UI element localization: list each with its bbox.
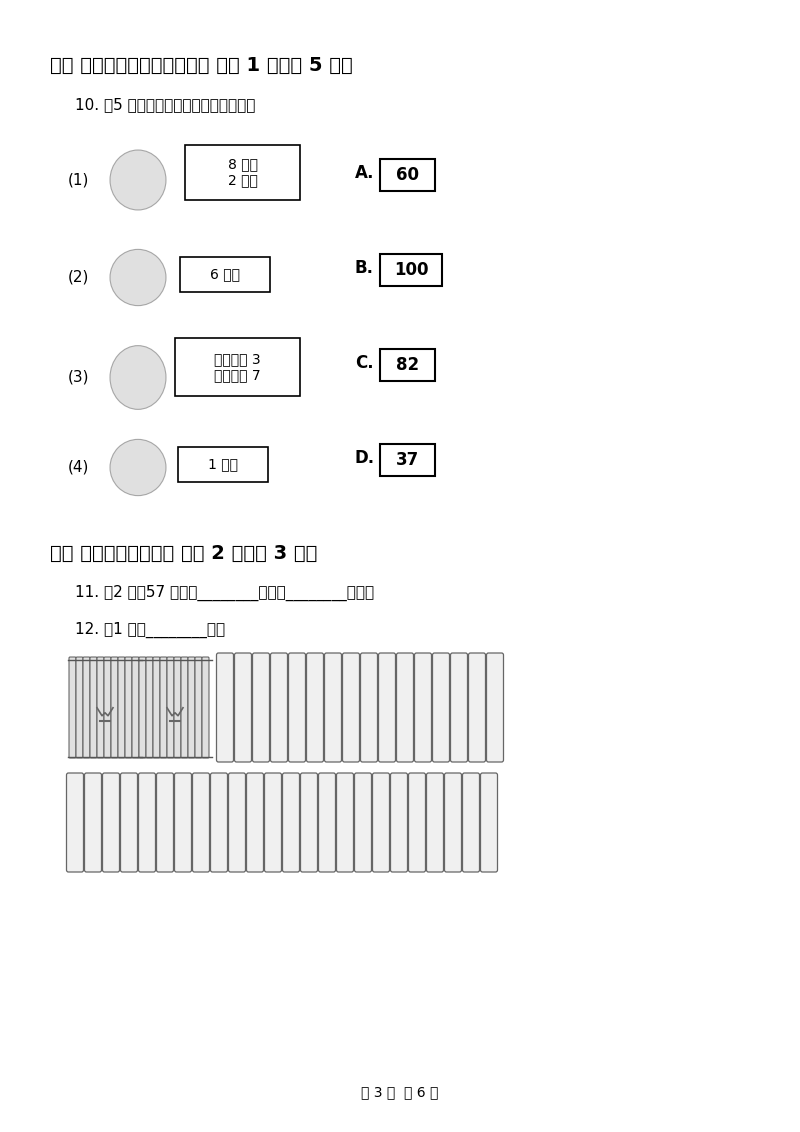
FancyBboxPatch shape (390, 773, 407, 872)
FancyBboxPatch shape (193, 773, 210, 872)
Ellipse shape (110, 151, 166, 211)
FancyBboxPatch shape (202, 657, 209, 758)
FancyBboxPatch shape (246, 773, 263, 872)
FancyBboxPatch shape (118, 657, 125, 758)
FancyBboxPatch shape (301, 773, 318, 872)
FancyBboxPatch shape (132, 657, 139, 758)
FancyBboxPatch shape (195, 657, 202, 758)
Text: 六、 想一想，猜一猜。 （共 2 题；共 3 分）: 六、 想一想，猜一猜。 （共 2 题；共 3 分） (50, 543, 318, 563)
Text: 100: 100 (394, 261, 428, 278)
FancyBboxPatch shape (445, 773, 462, 872)
FancyBboxPatch shape (337, 773, 354, 872)
Bar (180, 257, 270, 292)
Text: 60: 60 (396, 166, 419, 185)
FancyBboxPatch shape (76, 657, 83, 758)
FancyBboxPatch shape (66, 773, 83, 872)
FancyBboxPatch shape (111, 657, 118, 758)
Text: (2): (2) (68, 269, 90, 284)
Bar (380, 254, 442, 286)
FancyBboxPatch shape (217, 653, 234, 762)
FancyBboxPatch shape (409, 773, 426, 872)
FancyBboxPatch shape (253, 653, 270, 762)
Text: 6 个十: 6 个十 (210, 267, 240, 282)
Text: 8 个十
2 个一: 8 个十 2 个一 (227, 157, 258, 188)
FancyBboxPatch shape (469, 653, 486, 762)
FancyBboxPatch shape (160, 657, 167, 758)
FancyBboxPatch shape (174, 657, 181, 758)
FancyBboxPatch shape (361, 653, 378, 762)
FancyBboxPatch shape (138, 773, 155, 872)
FancyBboxPatch shape (462, 773, 479, 872)
FancyBboxPatch shape (97, 657, 104, 758)
FancyBboxPatch shape (121, 773, 138, 872)
FancyBboxPatch shape (270, 653, 287, 762)
FancyBboxPatch shape (378, 653, 395, 762)
Text: 82: 82 (396, 355, 419, 374)
FancyBboxPatch shape (318, 773, 335, 872)
Ellipse shape (110, 345, 166, 410)
FancyBboxPatch shape (342, 653, 359, 762)
Text: 10. （5 分）连一连．帮小动物找号码．: 10. （5 分）连一连．帮小动物找号码． (75, 97, 255, 112)
FancyBboxPatch shape (153, 657, 160, 758)
Text: 1 个百: 1 个百 (208, 457, 238, 472)
FancyBboxPatch shape (426, 773, 443, 872)
FancyBboxPatch shape (433, 653, 450, 762)
FancyBboxPatch shape (104, 657, 111, 758)
Bar (175, 338, 300, 396)
Bar (380, 349, 435, 381)
FancyBboxPatch shape (325, 653, 342, 762)
Text: B.: B. (355, 259, 374, 277)
FancyBboxPatch shape (174, 773, 191, 872)
Bar (178, 447, 268, 482)
FancyBboxPatch shape (90, 657, 97, 758)
FancyBboxPatch shape (188, 657, 195, 758)
FancyBboxPatch shape (146, 657, 153, 758)
Text: 12. （1 分）________根。: 12. （1 分）________根。 (75, 621, 225, 638)
Ellipse shape (110, 249, 166, 306)
FancyBboxPatch shape (125, 657, 132, 758)
Text: 第 3 页  共 6 页: 第 3 页 共 6 页 (362, 1084, 438, 1099)
FancyBboxPatch shape (289, 653, 306, 762)
FancyBboxPatch shape (85, 773, 102, 872)
FancyBboxPatch shape (167, 657, 174, 758)
FancyBboxPatch shape (282, 773, 299, 872)
FancyBboxPatch shape (181, 657, 188, 758)
FancyBboxPatch shape (210, 773, 227, 872)
Bar (380, 158, 435, 191)
Text: 11. （2 分）57 里面有________个十和________个一。: 11. （2 分）57 里面有________个十和________个一。 (75, 585, 374, 601)
FancyBboxPatch shape (397, 653, 414, 762)
Bar (185, 145, 300, 200)
FancyBboxPatch shape (450, 653, 467, 762)
Text: 37: 37 (396, 451, 419, 469)
FancyBboxPatch shape (354, 773, 371, 872)
Text: C.: C. (355, 354, 374, 372)
Text: (3): (3) (68, 369, 90, 385)
Text: 五、 请帮小猴把桃子分一分。 （共 1 题；共 5 分）: 五、 请帮小猴把桃子分一分。 （共 1 题；共 5 分） (50, 55, 353, 75)
Ellipse shape (110, 439, 166, 496)
FancyBboxPatch shape (234, 653, 251, 762)
FancyBboxPatch shape (414, 653, 431, 762)
FancyBboxPatch shape (229, 773, 246, 872)
Text: 十位上是 3
个位上是 7: 十位上是 3 个位上是 7 (214, 352, 261, 383)
FancyBboxPatch shape (139, 657, 146, 758)
FancyBboxPatch shape (102, 773, 119, 872)
FancyBboxPatch shape (265, 773, 282, 872)
FancyBboxPatch shape (83, 657, 90, 758)
FancyBboxPatch shape (157, 773, 174, 872)
Text: A.: A. (355, 164, 374, 182)
FancyBboxPatch shape (69, 657, 76, 758)
Text: (1): (1) (68, 172, 90, 188)
FancyBboxPatch shape (306, 653, 323, 762)
Text: (4): (4) (68, 460, 90, 474)
FancyBboxPatch shape (481, 773, 498, 872)
Bar (380, 444, 435, 475)
Text: D.: D. (355, 449, 375, 468)
FancyBboxPatch shape (486, 653, 503, 762)
FancyBboxPatch shape (373, 773, 390, 872)
